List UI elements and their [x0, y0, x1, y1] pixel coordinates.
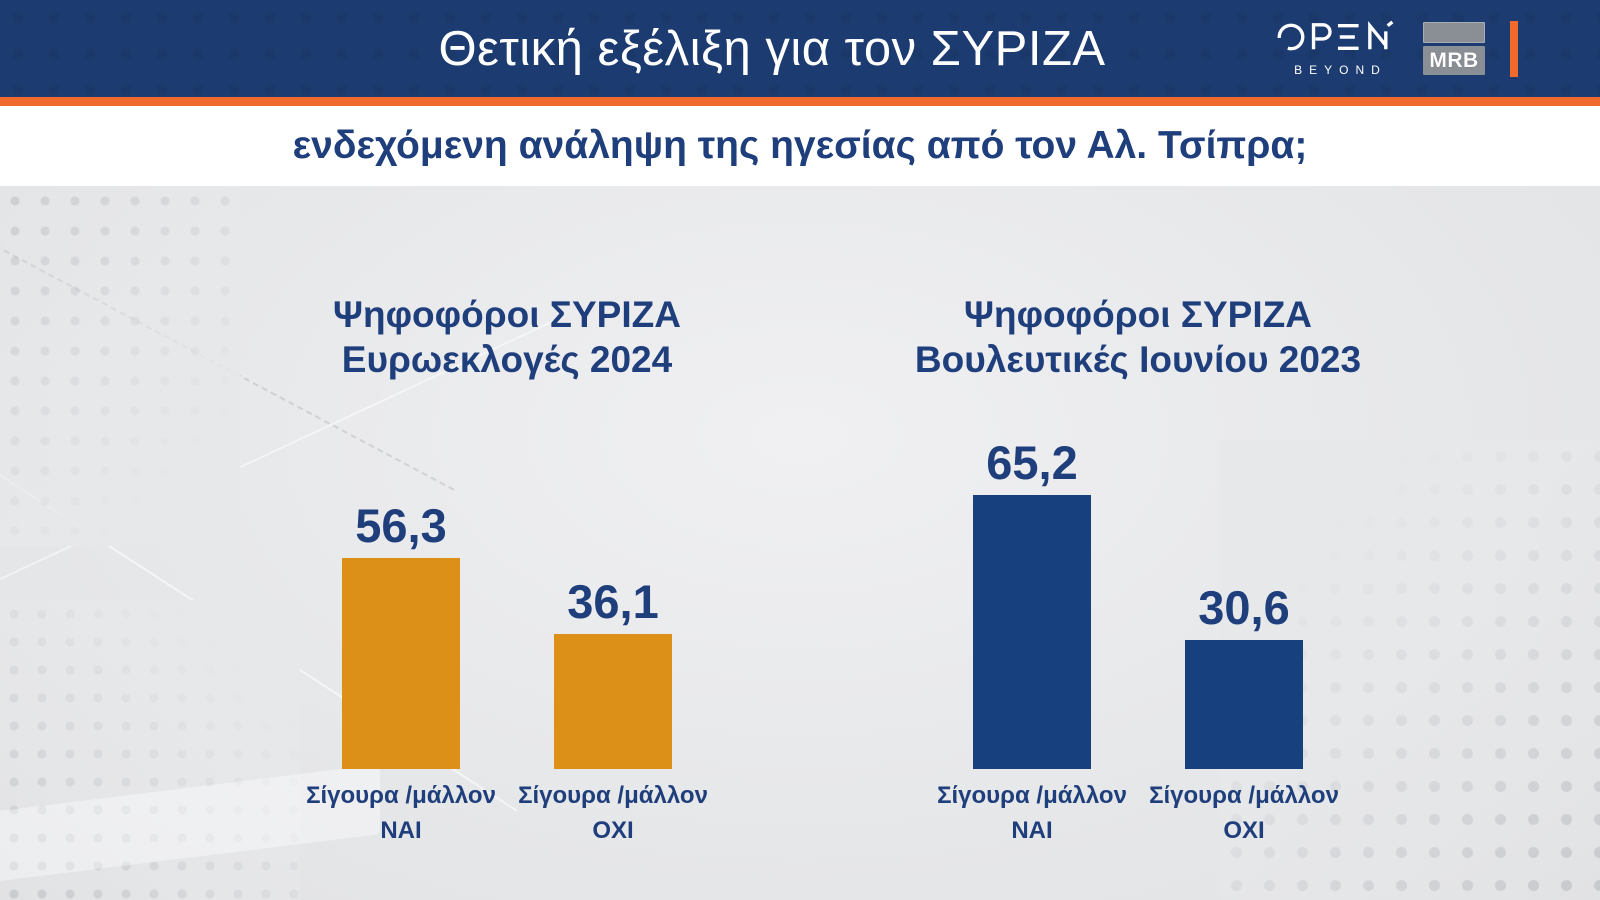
category-line2: ΟΧΙ	[592, 816, 634, 844]
bar-group-no: 36,1	[513, 578, 713, 769]
chart-title-line2: Βουλευτικές Ιουνίου 2023	[914, 339, 1362, 381]
open-logo-tagline: BEYOND	[1294, 63, 1387, 77]
category-label-no: Σίγουρα /μάλλον ΟΧΙ	[513, 779, 713, 849]
category-line1: Σίγουρα /μάλλον	[1149, 782, 1339, 809]
header-bar: Θετική εξέλιξη για τον ΣΥΡΙΖΑ BEYOND MRB	[0, 0, 1600, 97]
bar-group-yes: 65,2	[932, 439, 1132, 769]
logo-zone: BEYOND MRB	[1276, 0, 1518, 97]
bar-group-no: 30,6	[1144, 584, 1344, 769]
chart-title: Ψηφοφόροι ΣΥΡΙΖΑ Βουλευτικές Ιουνίου 202…	[838, 292, 1438, 382]
chart-title: Ψηφοφόροι ΣΥΡΙΖΑ Ευρωεκλογές 2024	[207, 292, 807, 382]
category-label-yes: Σίγουρα /μάλλον ΝΑΙ	[301, 779, 501, 849]
chart-title-line2: Ευρωεκλογές 2024	[341, 339, 673, 381]
category-line2: ΟΧΙ	[1223, 816, 1265, 844]
mrb-logo-flag-icon	[1423, 22, 1485, 43]
chart-title-line1: Ψηφοφόροι ΣΥΡΙΖΑ	[333, 294, 681, 335]
bar-yes	[342, 558, 460, 769]
category-line1: Σίγουρα /μάλλον	[937, 782, 1127, 809]
mrb-logo: MRB	[1423, 22, 1485, 75]
orange-rule	[0, 97, 1600, 106]
mrb-logo-text: MRB	[1423, 46, 1485, 75]
bars-row: 65,2 30,6	[838, 419, 1438, 769]
bar-value-label: 56,3	[355, 499, 447, 552]
category-labels-row: Σίγουρα /μάλλον ΝΑΙ Σίγουρα /μάλλον ΟΧΙ	[838, 779, 1438, 849]
bars-row: 56,3 36,1	[207, 419, 807, 769]
background-dots-top-left	[0, 186, 240, 546]
open-tv-logo: BEYOND	[1276, 20, 1398, 77]
question-text: ενδεχόμενη ανάληψη της ηγεσίας από τον Α…	[292, 124, 1308, 167]
bar-yes	[973, 495, 1091, 769]
category-line2: ΝΑΙ	[1011, 816, 1053, 844]
bar-no	[1185, 640, 1303, 769]
bar-value-label: 30,6	[1198, 581, 1290, 634]
category-line1: Σίγουρα /μάλλον	[306, 782, 496, 809]
orange-divider-bar	[1510, 20, 1518, 77]
category-label-yes: Σίγουρα /μάλλον ΝΑΙ	[932, 779, 1132, 849]
category-label-no: Σίγουρα /μάλλον ΟΧΙ	[1144, 779, 1344, 849]
chart-euroelections-2024: Ψηφοφόροι ΣΥΡΙΖΑ Ευρωεκλογές 2024 56,3 3…	[207, 255, 807, 849]
question-band: ενδεχόμενη ανάληψη της ηγεσίας από τον Α…	[0, 106, 1600, 186]
category-line1: Σίγουρα /μάλλον	[518, 782, 708, 809]
bar-group-yes: 56,3	[301, 502, 501, 769]
chart-parliamentary-june-2023: Ψηφοφόροι ΣΥΡΙΖΑ Βουλευτικές Ιουνίου 202…	[838, 255, 1438, 849]
bar-value-label: 36,1	[567, 575, 659, 628]
bar-no	[554, 634, 672, 769]
open-logo-icon	[1276, 20, 1398, 59]
chart-title-line1: Ψηφοφόροι ΣΥΡΙΖΑ	[964, 294, 1312, 335]
bar-value-label: 65,2	[986, 436, 1078, 489]
category-labels-row: Σίγουρα /μάλλον ΝΑΙ Σίγουρα /μάλλον ΟΧΙ	[207, 779, 807, 849]
page-title: Θετική εξέλιξη για τον ΣΥΡΙΖΑ	[438, 21, 1106, 76]
chart-area: Ψηφοφόροι ΣΥΡΙΖΑ Ευρωεκλογές 2024 56,3 3…	[0, 186, 1600, 900]
category-line2: ΝΑΙ	[380, 816, 422, 844]
